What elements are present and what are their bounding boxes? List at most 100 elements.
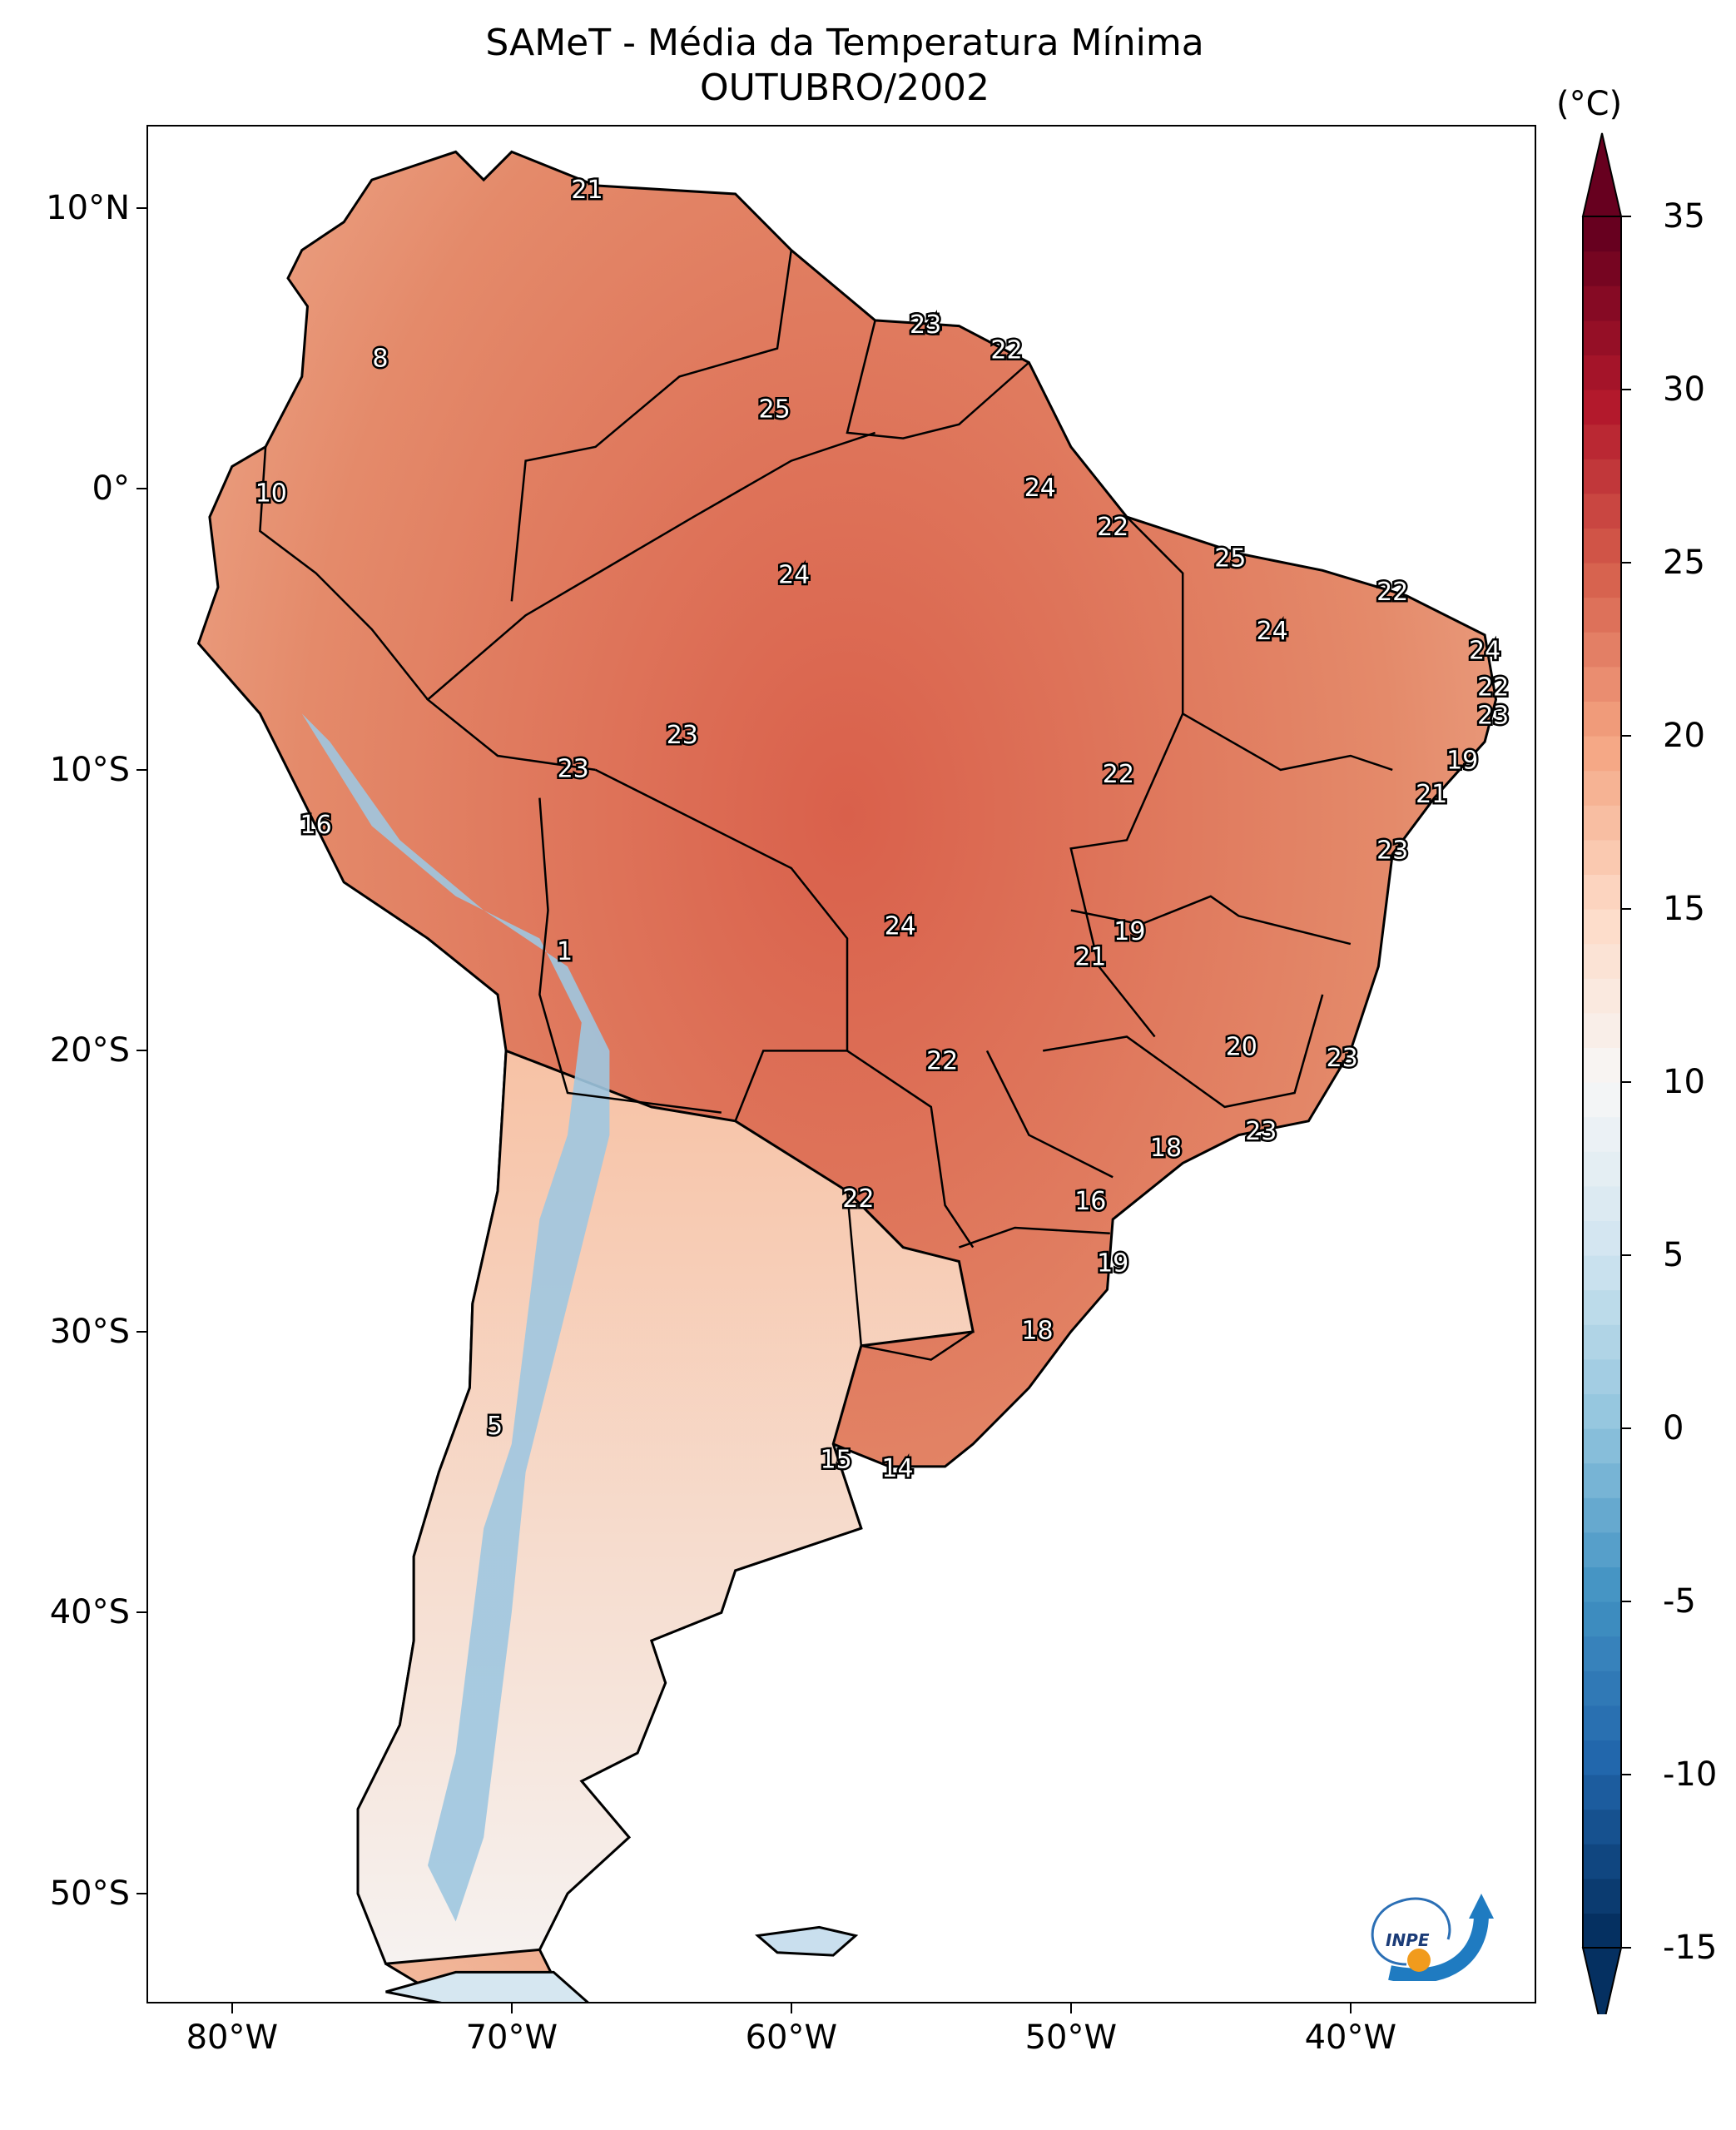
value-label: 22 (926, 1046, 958, 1075)
map-title: SAMeT - Média da Temperatura Mínima (485, 22, 1204, 64)
colorbar-extend-max (1581, 132, 1623, 217)
colorbar-tick-mark (1621, 908, 1631, 910)
x-tick-mark (790, 2003, 792, 2013)
value-label: 18 (1150, 1134, 1182, 1163)
x-tick-label: 40°W (1304, 2018, 1397, 2057)
colorbar (1581, 132, 1623, 2014)
colorbar-segment (1583, 666, 1621, 702)
y-tick-label: 10°S (49, 750, 130, 789)
value-label: 16 (1074, 1187, 1106, 1216)
value-label: 22 (990, 336, 1022, 365)
value-label: 24 (885, 911, 916, 941)
y-tick-label: 0° (92, 469, 130, 509)
value-label: 24 (1024, 474, 1056, 503)
colorbar-segment (1583, 1151, 1621, 1187)
colorbar-segment (1583, 1636, 1621, 1671)
value-label: 23 (910, 310, 941, 340)
colorbar-segment (1583, 459, 1621, 494)
value-label: 15 (821, 1446, 852, 1475)
colorbar-tick-label: 35 (1663, 197, 1705, 236)
value-label: 5 (487, 1412, 503, 1441)
border-line-15 (1070, 895, 1352, 946)
colorbar-extend-min (1581, 1947, 1623, 2014)
patagonia-region (385, 1970, 589, 2002)
colorbar-tick-label: 0 (1663, 1409, 1684, 1447)
colorbar-segment (1583, 1428, 1621, 1464)
colorbar-segment (1583, 563, 1621, 598)
falkland-islands (755, 1925, 859, 1957)
x-tick-mark (510, 2003, 513, 2013)
colorbar-segment (1583, 632, 1621, 668)
x-tick-label: 50°W (1024, 2018, 1118, 2057)
border-line-11 (1182, 712, 1393, 772)
colorbar-segment (1583, 1393, 1621, 1429)
colorbar-segment (1583, 1913, 1621, 1949)
border-line-10 (1069, 516, 1184, 1038)
colorbar-segment (1583, 1809, 1621, 1845)
value-label: 19 (1097, 1249, 1128, 1278)
colorbar-segment (1583, 1497, 1621, 1533)
value-label: 10 (255, 479, 287, 509)
temperature-map: 2181024252423222422252224242223192123232… (196, 150, 1511, 2002)
value-label: 19 (1114, 917, 1145, 946)
value-label: 14 (881, 1454, 913, 1483)
colorbar-tick-mark (1621, 1427, 1631, 1429)
southern-cone-region (356, 1049, 975, 1965)
colorbar-segment (1583, 390, 1621, 425)
value-label: 23 (667, 721, 698, 750)
border-line-14 (958, 1226, 1110, 1249)
colorbar-segment (1583, 1047, 1621, 1083)
y-tick-label: 20°S (49, 1031, 130, 1070)
y-tick-mark (136, 1050, 146, 1052)
value-label: 23 (1327, 1044, 1358, 1073)
value-label: 25 (1214, 544, 1246, 573)
value-label: 21 (571, 176, 603, 205)
value-label: 18 (1021, 1316, 1053, 1345)
colorbar-segment (1583, 736, 1621, 772)
value-label: 19 (1446, 746, 1478, 775)
border-line-13 (985, 1050, 1114, 1179)
value-label: 23 (1376, 836, 1408, 865)
colorbar-tick-label: 5 (1663, 1236, 1684, 1274)
colorbar-segment (1583, 1462, 1621, 1498)
colorbar-tick-label: -10 (1663, 1755, 1718, 1794)
x-tick-mark (1349, 2003, 1352, 2013)
value-label: 8 (372, 345, 388, 374)
border-line-12 (1042, 994, 1324, 1109)
colorbar-segment (1583, 1255, 1621, 1291)
value-label: 25 (759, 395, 791, 424)
colorbar-tick-label: -5 (1663, 1582, 1696, 1621)
value-label: 20 (1226, 1033, 1257, 1062)
colorbar-segment (1583, 320, 1621, 355)
border-line-3 (259, 446, 429, 701)
colorbar-tick-mark (1621, 1254, 1631, 1256)
y-tick-mark (136, 768, 146, 771)
value-label: 24 (778, 561, 810, 590)
border-line-7 (734, 1050, 847, 1122)
map-subtitle: OUTUBRO/2002 (699, 67, 990, 109)
colorbar-segment (1583, 1185, 1621, 1221)
colorbar-segment (1583, 1358, 1621, 1394)
colorbar-segment (1583, 909, 1621, 945)
continent-land (196, 150, 1498, 2002)
colorbar-segment (1583, 251, 1621, 286)
border-line-9 (861, 1330, 974, 1361)
colorbar-segment (1583, 978, 1621, 1014)
map-area: 21 8 10 24 25 24 23 22 24 22 25 22 24 24 22 23 19 21 23 23 2… (146, 125, 1536, 2003)
colorbar-segment (1583, 1116, 1621, 1152)
y-tick-label: 50°S (49, 1874, 130, 1913)
y-tick-label: 10°N (46, 188, 130, 227)
andes-cold-band (301, 713, 610, 1922)
colorbar-segment (1583, 1601, 1621, 1637)
colorbar-tick-label: 25 (1663, 544, 1705, 582)
colorbar-segment (1583, 1532, 1621, 1567)
colorbar-segment (1583, 770, 1621, 806)
border-line-4 (510, 250, 793, 602)
colorbar-tick-mark (1621, 562, 1631, 564)
colorbar-segment (1583, 839, 1621, 875)
colorbar-segment (1583, 493, 1621, 529)
y-tick-mark (136, 1330, 146, 1333)
country-borders (259, 250, 1393, 1361)
value-label: 22 (1097, 513, 1128, 542)
colorbar-segment (1583, 216, 1621, 252)
